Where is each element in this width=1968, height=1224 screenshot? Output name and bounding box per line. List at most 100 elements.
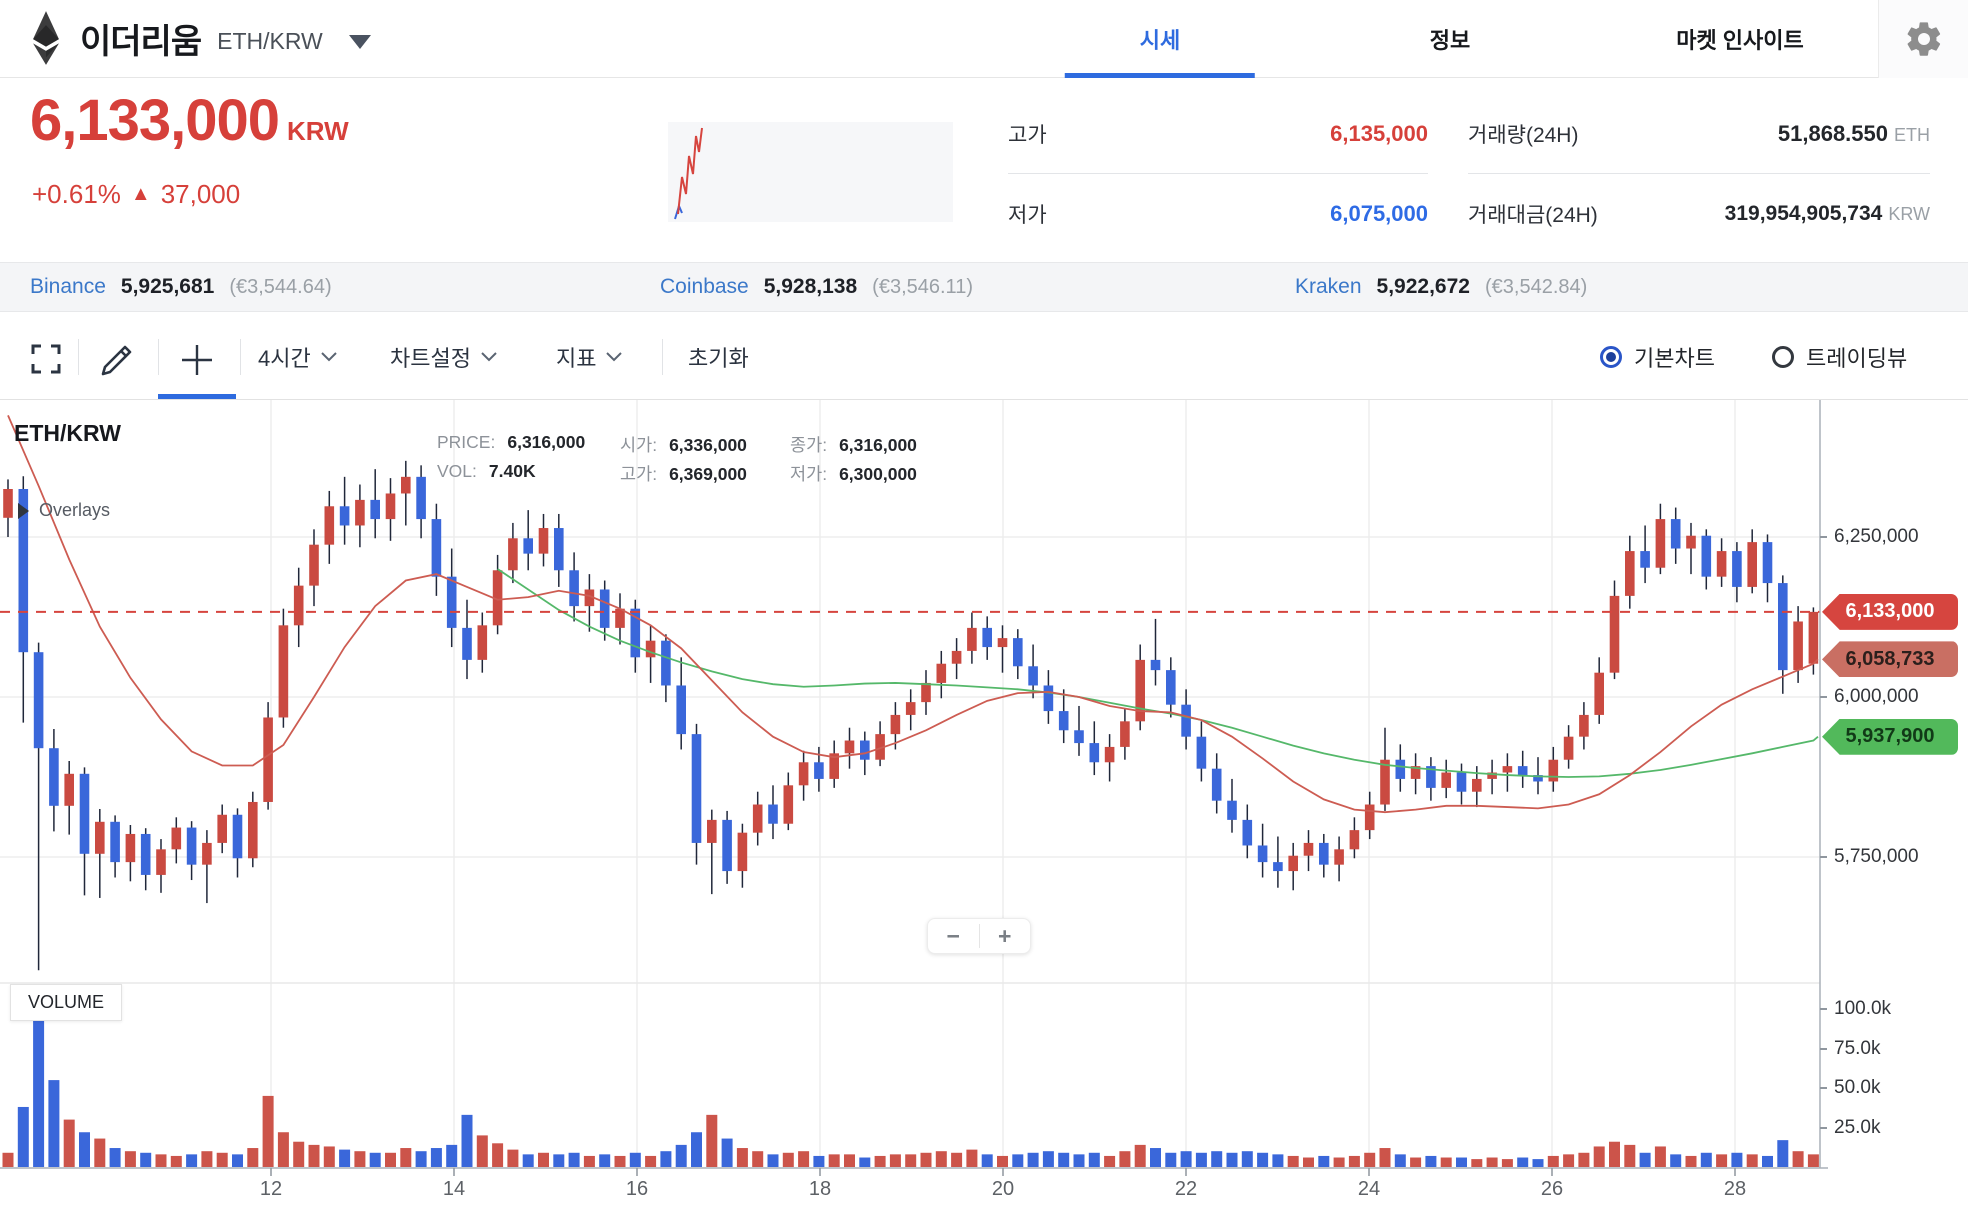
price-summary: 6,133,000 KRW +0.61% ▲ 37,000 고가 6,135,00… <box>0 79 1968 262</box>
price-axis-tick <box>1820 696 1827 698</box>
chart-toolbar: 4시간 차트설정 지표 초기화 기본차트 트레이딩뷰 <box>0 313 1968 400</box>
current-price: 6,133,000 KRW <box>30 87 349 154</box>
volume-axis-label: 50.0k <box>1834 1077 1881 1098</box>
stat-volume: 거래량(24H) 51,868.550 ETH <box>1468 95 1930 174</box>
exchange-comparison-bar: Binance 5,925,681 (€3,544.64) Coinbase 5,928… <box>0 262 1968 312</box>
coin-dropdown-caret[interactable] <box>348 35 371 49</box>
date-axis-label: 28 <box>1723 1178 1747 1200</box>
settings-button[interactable] <box>1878 0 1968 78</box>
low-value: 6,075,000 <box>1330 200 1428 226</box>
volume-axis-tick <box>1820 1087 1827 1089</box>
change-amount: 37,000 <box>160 179 241 209</box>
crosshair-button[interactable] <box>178 341 216 379</box>
zoom-out-button[interactable]: − <box>946 922 960 949</box>
exchange-kraken: Kraken 5,922,672 (€3,542.84) <box>1295 263 1587 311</box>
sparkline-chart <box>674 127 703 220</box>
high-value: 6,135,000 <box>1330 121 1428 146</box>
ohlc-item: 시가: 6,336,000 <box>620 435 747 455</box>
ma-red-price-tag: 6,058,733 <box>1822 641 1958 678</box>
exchange-eur-price: (€3,544.64) <box>229 275 332 298</box>
chart-settings-dropdown[interactable]: 차트설정 <box>390 341 498 373</box>
radio-unselected-icon <box>1772 346 1794 368</box>
exchange-name: Kraken <box>1295 275 1362 298</box>
pencil-icon <box>101 345 132 376</box>
stats-column-price: 고가 6,135,000 저가 6,075,000 <box>1008 95 1428 255</box>
price-value: 6,133,000 <box>30 88 280 153</box>
ma-green-price-tag: 5,937,900 <box>1822 718 1958 755</box>
zoom-divider <box>978 924 980 948</box>
basic-chart-radio[interactable]: 기본차트 <box>1600 341 1715 373</box>
volume-axis-tick <box>1820 1126 1827 1129</box>
tradingview-radio[interactable]: 트레이딩뷰 <box>1772 341 1907 373</box>
date-axis-label: 12 <box>259 1178 283 1200</box>
fullscreen-icon <box>31 344 61 374</box>
volume-unit: ETH <box>1894 125 1930 145</box>
date-axis-label: 18 <box>808 1178 832 1200</box>
triangle-right-icon <box>18 502 29 519</box>
chevron-down-icon <box>481 352 497 362</box>
chart-symbol-label: ETH/KRW <box>14 420 121 446</box>
date-axis-label: 22 <box>1174 1178 1198 1200</box>
tab-market[interactable]: 시세 <box>1140 0 1180 78</box>
tab-info[interactable]: 정보 <box>1429 28 1471 53</box>
tab-insight[interactable]: 마켓 인사이트 <box>1676 28 1804 53</box>
volume-label: 거래량(24H) <box>1468 124 1579 147</box>
volume-axis-label: 100.0k <box>1834 998 1892 1019</box>
candlestick-chart[interactable]: ETH/KRW Overlays PRICE: 6,316,000 시가: 6,336… <box>0 400 1968 1224</box>
ohlc-item: PRICE: 6,316,000 <box>437 432 586 452</box>
exchange-name: Coinbase <box>660 275 749 298</box>
chevron-down-icon <box>321 352 337 362</box>
price-axis-label: 6,000,000 <box>1834 686 1919 707</box>
volume-pane-label: VOLUME <box>10 984 123 1021</box>
reset-button[interactable]: 초기화 <box>688 346 749 371</box>
exchange-eur-price: (€3,542.84) <box>1484 275 1588 298</box>
volume-axis-tick <box>1820 1008 1827 1010</box>
ohlc-item: 고가: 6,369,000 <box>620 464 747 484</box>
interval-dropdown[interactable]: 4시간 <box>258 341 338 373</box>
price-axis-label: 6,250,000 <box>1834 526 1919 547</box>
draw-button[interactable] <box>96 341 136 381</box>
stat-high: 고가 6,135,000 <box>1008 95 1428 174</box>
stat-low: 저가 6,075,000 <box>1008 174 1428 253</box>
exchange-price: 5,922,672 <box>1376 275 1470 298</box>
stats-column-volume: 거래량(24H) 51,868.550 ETH 거래대금(24H) 319,954… <box>1468 95 1930 255</box>
sparkline-panel <box>668 122 953 222</box>
header: 이더리움 ETH/KRW 시세 정보 마켓 인사이트 <box>0 0 1968 78</box>
chart-canvas <box>0 400 1968 1224</box>
volume-axis-label: 75.0k <box>1834 1037 1881 1059</box>
exchange-price: 5,925,681 <box>120 275 215 298</box>
coin-selector[interactable]: 이더리움 ETH/KRW <box>28 10 371 66</box>
date-axis-label: 16 <box>625 1178 649 1200</box>
zoom-in-button[interactable]: + <box>998 922 1012 949</box>
ohlc-item: 저가: 6,300,000 <box>790 464 917 484</box>
volume-axis-label: 25.0k <box>1834 1116 1881 1138</box>
price-axis-label: 5,750,000 <box>1834 846 1919 867</box>
date-axis-label: 24 <box>1357 1178 1381 1200</box>
amount-value: 319,954,905,734 KRW <box>1724 201 1930 225</box>
zoom-controls: − + <box>927 918 1031 954</box>
exchange-price: 5,928,138 <box>763 275 858 298</box>
change-percent: +0.61% <box>32 179 121 209</box>
exchange-binance: Binance 5,925,681 (€3,544.64) <box>30 263 332 311</box>
price-axis-tick <box>1820 536 1827 538</box>
date-axis-label: 20 <box>991 1178 1015 1200</box>
low-label: 저가 <box>1008 203 1047 227</box>
ohlc-item: 종가: 6,316,000 <box>790 435 917 455</box>
price-change: +0.61% ▲ 37,000 <box>32 179 240 210</box>
overlays-toggle[interactable]: Overlays <box>18 500 110 521</box>
indicators-dropdown[interactable]: 지표 <box>556 341 623 373</box>
amount-unit: KRW <box>1888 203 1930 224</box>
coin-pair: ETH/KRW <box>217 27 323 54</box>
exchange-eur-price: (€3,546.11) <box>872 275 973 298</box>
coin-name: 이더리움 <box>80 22 202 61</box>
volume-value: 51,868.550 ETH <box>1777 121 1930 146</box>
price-axis-tick <box>1820 856 1827 858</box>
active-tool-underline <box>158 394 236 399</box>
current-price-tag: 6,133,000 <box>1822 593 1958 630</box>
up-arrow-icon: ▲ <box>130 183 151 205</box>
fullscreen-button[interactable] <box>28 341 64 377</box>
price-currency: KRW <box>287 116 349 146</box>
ethereum-logo <box>33 11 59 65</box>
volume-axis-tick <box>1820 1047 1827 1050</box>
